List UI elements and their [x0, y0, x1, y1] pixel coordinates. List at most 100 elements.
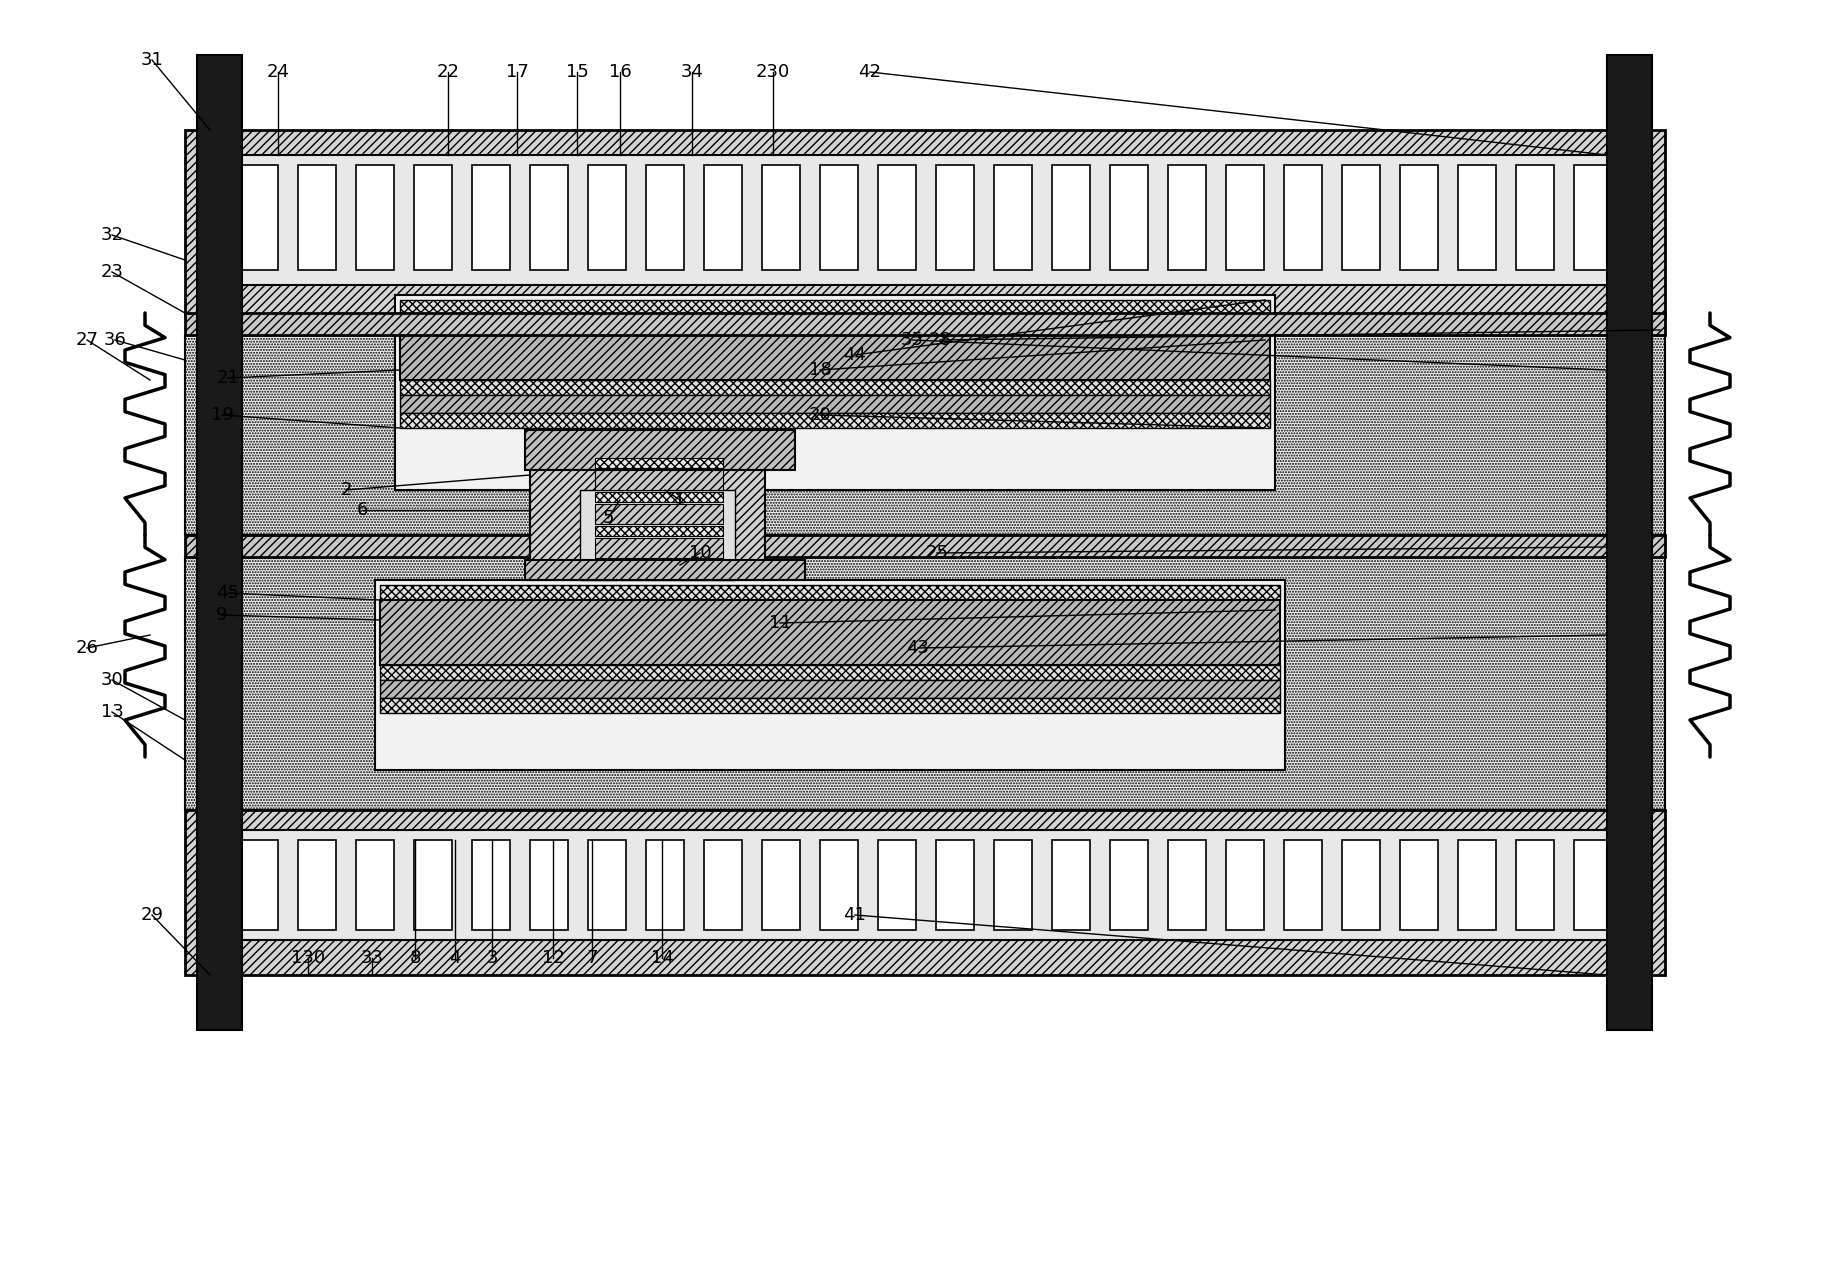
Bar — [680, 470, 765, 580]
Bar — [414, 840, 453, 930]
Text: 36: 36 — [103, 330, 126, 350]
Text: 29: 29 — [140, 906, 163, 924]
Bar — [595, 505, 723, 524]
Bar — [185, 810, 1665, 975]
Bar — [647, 840, 684, 930]
Text: 19: 19 — [211, 405, 233, 425]
Text: 14: 14 — [650, 949, 673, 967]
Bar — [357, 165, 394, 269]
Text: 33: 33 — [360, 949, 384, 967]
Bar — [1284, 840, 1321, 930]
Bar — [399, 315, 1270, 380]
Bar — [185, 535, 1665, 557]
Text: 42: 42 — [859, 64, 881, 81]
Bar — [588, 165, 626, 269]
Bar — [357, 840, 394, 930]
Text: 10: 10 — [689, 544, 711, 562]
Text: 24: 24 — [266, 64, 290, 81]
Bar — [185, 130, 1665, 315]
Bar — [399, 395, 1270, 413]
Bar — [595, 458, 723, 468]
Bar — [595, 470, 723, 491]
Bar — [1111, 165, 1148, 269]
Bar — [399, 300, 1270, 315]
Text: 22: 22 — [436, 64, 460, 81]
Text: 44: 44 — [843, 346, 867, 364]
Bar — [1052, 165, 1090, 269]
Bar — [298, 165, 336, 269]
Text: 15: 15 — [565, 64, 588, 81]
Text: 18: 18 — [809, 361, 832, 379]
Bar — [580, 491, 736, 580]
Bar — [1052, 840, 1090, 930]
Bar — [399, 380, 1270, 395]
Bar — [414, 165, 453, 269]
Text: 27: 27 — [76, 330, 98, 350]
Bar — [1111, 840, 1148, 930]
Text: 30: 30 — [100, 671, 124, 689]
Bar — [211, 155, 1639, 285]
Bar — [525, 561, 806, 580]
Bar — [595, 492, 723, 502]
Bar — [821, 165, 857, 269]
Text: 35: 35 — [900, 330, 924, 350]
Bar — [530, 165, 567, 269]
Bar — [1574, 165, 1611, 269]
Bar — [595, 538, 723, 558]
Bar — [1458, 840, 1497, 930]
Bar — [381, 585, 1281, 600]
Bar — [1225, 165, 1264, 269]
Bar — [381, 600, 1281, 665]
Bar — [994, 165, 1031, 269]
Bar — [530, 470, 615, 580]
Bar — [1608, 55, 1652, 1030]
Bar — [185, 336, 1665, 535]
Text: 7: 7 — [586, 949, 597, 967]
Bar — [375, 580, 1284, 770]
Bar — [935, 165, 974, 269]
Text: 9: 9 — [216, 606, 227, 624]
Text: 17: 17 — [506, 64, 529, 81]
Text: 6: 6 — [357, 501, 368, 519]
Text: 130: 130 — [290, 949, 325, 967]
Text: 32: 32 — [100, 226, 124, 244]
Text: 3: 3 — [486, 949, 497, 967]
Bar — [381, 680, 1281, 698]
Bar — [588, 840, 626, 930]
Bar — [240, 840, 277, 930]
Text: 41: 41 — [843, 906, 867, 924]
Text: 28: 28 — [928, 330, 952, 350]
Text: 23: 23 — [100, 263, 124, 281]
Text: 12: 12 — [541, 949, 564, 967]
Bar — [381, 698, 1281, 713]
Text: 26: 26 — [76, 639, 98, 657]
Text: 31: 31 — [140, 51, 163, 69]
Bar — [1225, 840, 1264, 930]
Bar — [471, 840, 510, 930]
Text: 34: 34 — [680, 64, 704, 81]
Bar — [211, 830, 1639, 941]
Bar — [935, 840, 974, 930]
Bar — [595, 526, 723, 536]
Bar — [381, 665, 1281, 680]
Bar — [647, 165, 684, 269]
Bar — [1401, 840, 1438, 930]
Bar — [1515, 840, 1554, 930]
Bar — [704, 840, 743, 930]
Bar — [198, 55, 242, 1030]
Text: 5: 5 — [602, 508, 614, 527]
Bar — [240, 165, 277, 269]
Text: 25: 25 — [926, 544, 948, 562]
Bar — [1342, 840, 1380, 930]
Bar — [399, 413, 1270, 428]
Bar — [704, 165, 743, 269]
Text: 8: 8 — [408, 949, 421, 967]
Text: 230: 230 — [756, 64, 791, 81]
Bar — [821, 840, 857, 930]
Bar — [1401, 165, 1438, 269]
Text: 4: 4 — [449, 949, 460, 967]
Text: 20: 20 — [809, 405, 832, 425]
Bar — [395, 295, 1275, 491]
Bar — [878, 840, 917, 930]
Text: 1: 1 — [675, 491, 686, 508]
